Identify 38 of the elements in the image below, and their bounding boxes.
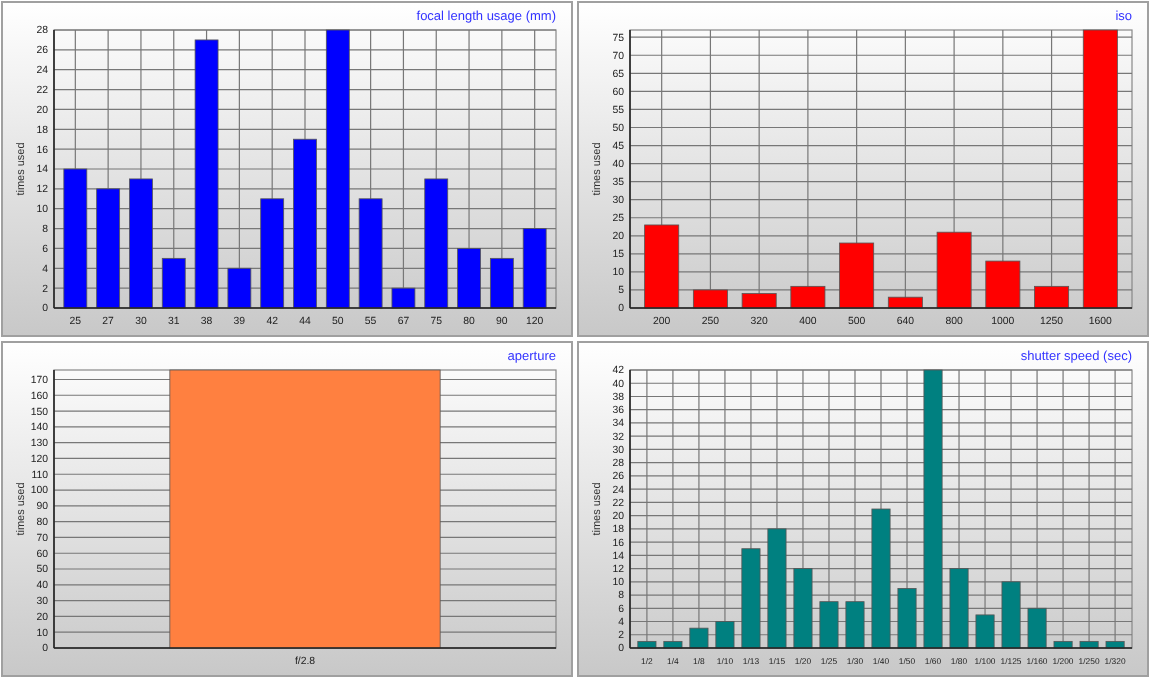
bar xyxy=(457,248,481,309)
bar xyxy=(194,39,219,309)
bar xyxy=(391,287,416,309)
bar xyxy=(793,568,813,649)
bar xyxy=(424,178,449,309)
bar xyxy=(161,257,186,309)
bar xyxy=(96,188,121,309)
bar xyxy=(897,588,917,649)
bar xyxy=(227,267,252,309)
bar xyxy=(839,242,875,309)
bar xyxy=(325,29,350,309)
bar xyxy=(689,627,709,649)
bar xyxy=(936,231,972,309)
bar xyxy=(819,601,839,649)
bar xyxy=(923,369,943,649)
bar xyxy=(1001,581,1021,649)
bar xyxy=(790,285,826,309)
bar xyxy=(975,614,995,649)
bar xyxy=(949,568,969,649)
bar xyxy=(129,178,153,309)
bar xyxy=(1082,29,1118,309)
bar xyxy=(715,621,735,649)
bar xyxy=(871,508,891,649)
bar xyxy=(985,260,1021,309)
bar xyxy=(63,168,88,309)
bar xyxy=(260,198,285,309)
bar xyxy=(1034,285,1070,309)
bar xyxy=(358,198,383,309)
bar xyxy=(489,257,514,309)
bar xyxy=(845,601,865,649)
bar xyxy=(692,289,728,309)
bar xyxy=(1027,607,1047,649)
bar xyxy=(767,528,787,649)
bar xyxy=(741,293,777,309)
bar xyxy=(293,138,317,309)
bar xyxy=(644,224,680,309)
bar xyxy=(522,228,547,309)
bar xyxy=(741,548,761,649)
